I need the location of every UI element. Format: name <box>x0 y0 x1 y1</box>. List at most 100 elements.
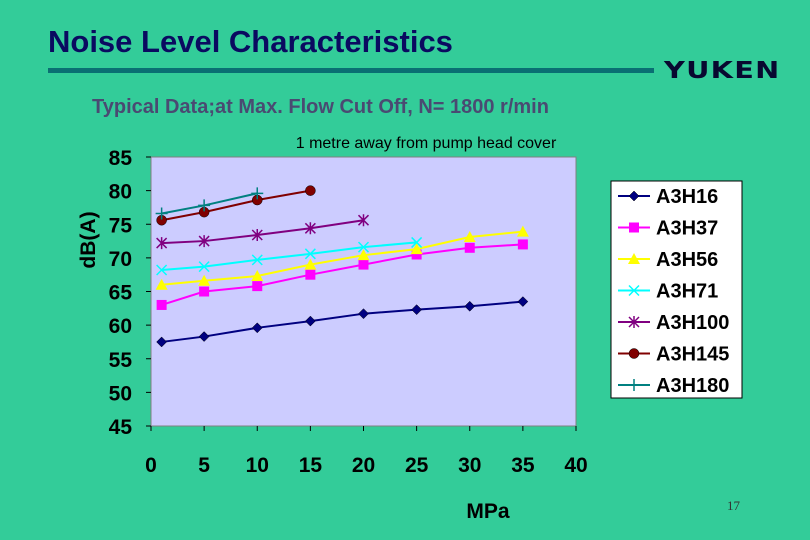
data-point <box>410 243 423 255</box>
legend-marker <box>628 190 640 202</box>
y-tick-label: 50 <box>109 382 132 405</box>
series-a3h145 <box>156 185 316 226</box>
series-line <box>161 230 523 286</box>
data-point <box>156 237 168 250</box>
data-point <box>199 286 210 297</box>
data-point <box>517 239 528 250</box>
data-point <box>251 322 263 334</box>
data-point <box>155 278 168 290</box>
legend-label: A3H100 <box>656 312 729 334</box>
legend-label: A3H180 <box>656 375 729 397</box>
data-point <box>411 249 422 260</box>
chart-title: 1 metre away from pump head cover <box>296 135 557 152</box>
data-point <box>304 248 316 260</box>
legend-item-a3h56: A3H56 <box>618 249 718 271</box>
data-point <box>305 185 316 196</box>
legend-marker <box>628 348 640 359</box>
data-point <box>357 249 370 261</box>
y-tick-label: 45 <box>109 416 133 439</box>
legend-marker <box>628 379 640 391</box>
legend-label: A3H71 <box>656 281 718 303</box>
y-tick-label: 65 <box>109 282 133 305</box>
series-line <box>161 189 311 222</box>
data-point <box>251 254 263 266</box>
series-a3h180 <box>155 187 264 220</box>
legend-marker <box>628 253 640 264</box>
series-a3h16 <box>156 296 529 348</box>
data-point <box>304 258 317 270</box>
data-point <box>198 331 210 342</box>
series-a3h71 <box>156 236 423 276</box>
data-point <box>358 259 369 270</box>
data-point <box>357 214 370 227</box>
data-point <box>357 241 370 253</box>
data-point <box>305 269 316 280</box>
data-point <box>156 264 168 276</box>
y-tick-label: 75 <box>109 214 133 237</box>
legend-label: A3H145 <box>656 344 729 366</box>
legend-item-a3h71: A3H71 <box>618 281 718 303</box>
data-point <box>156 299 167 310</box>
data-point <box>411 236 423 248</box>
series-line <box>161 241 417 271</box>
data-point <box>251 187 264 200</box>
y-tick-label: 85 <box>109 147 133 170</box>
title-rule <box>48 68 654 73</box>
legend-item-a3h145: A3H145 <box>618 344 729 366</box>
data-point <box>155 207 168 220</box>
data-point <box>517 296 529 307</box>
legend-label: A3H37 <box>656 218 718 240</box>
x-tick-label: 25 <box>405 454 429 477</box>
legend-item-a3h16: A3H16 <box>618 186 718 208</box>
data-point <box>304 222 316 235</box>
x-tick-label: 20 <box>352 454 375 477</box>
yuken-logo: YUKEN <box>664 58 781 84</box>
series-a3h100 <box>156 214 370 250</box>
series-line <box>161 243 523 306</box>
x-tick-label: 10 <box>246 454 269 477</box>
data-point <box>305 315 316 327</box>
legend-label: A3H16 <box>656 186 718 208</box>
data-point <box>411 304 422 316</box>
data-point <box>252 281 263 292</box>
x-axis-label: MPa <box>466 500 510 523</box>
data-point <box>464 242 475 253</box>
x-tick-label: 40 <box>564 454 587 477</box>
x-tick-label: 30 <box>458 454 481 477</box>
x-tick-label: 35 <box>511 454 535 477</box>
data-point <box>198 274 211 286</box>
series-line <box>161 300 523 343</box>
data-point <box>358 308 369 320</box>
data-point <box>251 229 263 242</box>
legend-label: A3H56 <box>656 249 718 271</box>
data-point <box>463 231 476 243</box>
series-a3h56 <box>155 225 529 290</box>
y-tick-label: 55 <box>109 349 133 372</box>
slide-subtitle: Typical Data;at Max. Flow Cut Off, N= 18… <box>92 96 549 118</box>
x-tick-label: 5 <box>198 454 210 477</box>
data-point <box>464 300 476 312</box>
legend-marker <box>628 316 640 328</box>
data-point <box>156 336 167 348</box>
data-point <box>516 225 529 237</box>
legend-item-a3h100: A3H100 <box>618 312 729 334</box>
y-tick-label: 60 <box>109 315 132 338</box>
legend-marker <box>628 284 640 297</box>
data-point <box>251 270 264 282</box>
page-number: 17 <box>727 498 740 513</box>
y-axis-label: dB(A) <box>77 211 100 268</box>
legend-marker <box>629 222 639 233</box>
x-tick-label: 0 <box>145 454 157 477</box>
legend-item-a3h180: A3H180 <box>618 375 729 397</box>
data-point <box>198 235 210 248</box>
data-point <box>198 199 211 212</box>
x-tick-label: 15 <box>299 454 323 477</box>
data-point <box>198 261 210 273</box>
y-tick-label: 80 <box>109 181 132 204</box>
series-a3h37 <box>156 239 528 310</box>
plot-area <box>150 156 577 427</box>
y-tick-label: 70 <box>109 248 132 271</box>
slide-title: Noise Level Characteristics <box>48 24 453 59</box>
legend-item-a3h37: A3H37 <box>618 218 718 240</box>
